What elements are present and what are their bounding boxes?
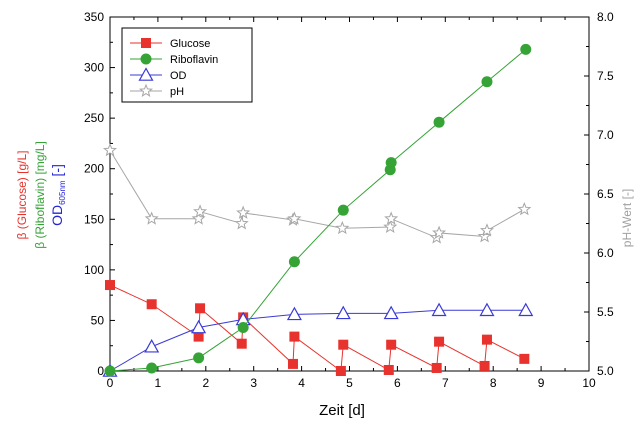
data-point-ph <box>236 205 251 219</box>
series-line-od <box>109 309 526 372</box>
data-point-riboflavin <box>193 352 205 364</box>
data-point-ph <box>102 142 118 157</box>
data-point-glucose <box>236 338 247 349</box>
y-left-tick-label: 350 <box>84 10 104 24</box>
data-point-glucose <box>335 366 346 376</box>
y-left-tick-label: 100 <box>84 263 104 277</box>
data-point-od <box>286 306 302 321</box>
x-tick-label: 5 <box>346 376 353 390</box>
x-tick-label: 2 <box>202 376 209 390</box>
y-left-tick-label: 300 <box>84 61 104 75</box>
x-tick-label: 0 <box>107 376 114 390</box>
x-tick-label: 3 <box>250 376 257 390</box>
data-point-glucose <box>479 360 490 371</box>
data-point-ph <box>383 219 398 233</box>
legend-marker-glucose <box>141 38 151 48</box>
data-point-ph <box>193 204 208 218</box>
data-point-riboflavin <box>237 322 249 334</box>
data-point-glucose <box>289 331 300 342</box>
legend-label: Riboflavin <box>170 54 218 66</box>
y-left-tick-label: 50 <box>91 313 105 327</box>
y-axis-right-title: pH-Wert [-] <box>620 189 634 247</box>
legend-marker-od <box>138 67 154 81</box>
data-point-ph <box>517 201 532 216</box>
legend: Glucose Riboflavin OD pH <box>121 27 253 103</box>
y-right-tick-label: 7.0 <box>597 128 614 142</box>
legend-marker-ph <box>138 83 154 97</box>
y-right-tick-label: 6.5 <box>597 187 614 201</box>
y-right-tick-label: 7.5 <box>597 69 614 83</box>
series-line-glucose <box>109 284 525 372</box>
data-point-glucose <box>193 331 204 342</box>
data-point-glucose <box>519 353 530 364</box>
y-left-tick-label: 0 <box>97 364 104 378</box>
x-axis-title: Zeit [d] <box>319 402 365 419</box>
data-point-glucose <box>383 364 394 375</box>
x-axis: 0 1 2 3 4 5 6 7 8 9 10 <box>107 17 596 390</box>
y-axis-left: 0 50 100 150 200 250 300 350 <box>84 10 115 378</box>
y-right-tick-label: 6.0 <box>597 246 614 260</box>
data-point-ph <box>432 225 447 239</box>
data-point-od <box>383 305 399 320</box>
data-point-glucose <box>431 362 442 373</box>
x-tick-label: 4 <box>298 376 305 390</box>
data-point-od <box>479 302 495 317</box>
data-point-glucose <box>386 339 397 350</box>
data-point-ph <box>144 211 159 225</box>
y-axis-left-title-part: β (Riboflavin) [mg/L] <box>33 141 47 249</box>
legend-marker-riboflavin <box>140 53 152 65</box>
y-right-tick-label: 8.0 <box>597 10 614 24</box>
series-od <box>102 302 534 377</box>
x-tick-label: 10 <box>582 376 596 390</box>
series-layer <box>102 43 534 377</box>
y-right-tick-label: 5.0 <box>597 364 614 378</box>
data-point-riboflavin <box>520 43 532 55</box>
data-point-ph <box>335 220 350 235</box>
data-point-glucose <box>434 336 445 347</box>
data-point-glucose <box>146 299 157 310</box>
data-point-ph <box>384 211 399 225</box>
data-point-riboflavin <box>433 116 445 128</box>
data-point-ph <box>191 211 206 225</box>
y-left-tick-label: 200 <box>84 162 104 176</box>
data-point-glucose <box>338 339 349 350</box>
data-point-glucose <box>195 303 206 314</box>
y-right-tick-label: 5.5 <box>597 305 614 319</box>
data-point-riboflavin <box>481 76 493 88</box>
series-riboflavin <box>104 43 532 377</box>
x-tick-label: 8 <box>490 376 497 390</box>
data-point-glucose <box>105 280 115 291</box>
data-point-glucose <box>481 334 492 345</box>
data-point-glucose <box>287 358 298 369</box>
data-point-od <box>431 302 447 317</box>
series-glucose <box>105 280 530 376</box>
data-point-riboflavin <box>337 204 349 216</box>
y-axis-right: 5.0 5.5 6.0 6.5 7.0 7.5 8.0 <box>584 10 614 378</box>
data-point-riboflavin <box>288 256 300 268</box>
data-point-ph <box>287 211 302 225</box>
x-tick-label: 7 <box>442 376 449 390</box>
legend-label: Glucose <box>170 38 210 50</box>
data-point-riboflavin <box>104 365 116 377</box>
data-point-od <box>191 319 207 334</box>
y-axis-left-title-part: OD605nm [-] <box>49 164 67 226</box>
x-tick-label: 1 <box>155 376 162 390</box>
data-point-od <box>335 305 351 320</box>
data-point-od <box>518 302 534 317</box>
y-left-tick-label: 150 <box>84 212 104 226</box>
legend-label: pH <box>170 86 184 98</box>
data-point-od <box>144 338 160 353</box>
series-line-ph <box>109 150 525 239</box>
data-point-ph <box>479 223 494 237</box>
data-point-ph <box>234 216 249 230</box>
series-ph <box>102 142 532 244</box>
x-tick-label: 6 <box>394 376 401 390</box>
data-point-riboflavin <box>385 157 397 169</box>
data-point-riboflavin <box>146 362 158 374</box>
y-left-tick-label: 250 <box>84 111 104 125</box>
x-tick-label: 9 <box>538 376 545 390</box>
y-axis-left-title-part: β (Glucose) [g/L] <box>15 151 29 240</box>
legend-label: OD <box>170 70 187 82</box>
